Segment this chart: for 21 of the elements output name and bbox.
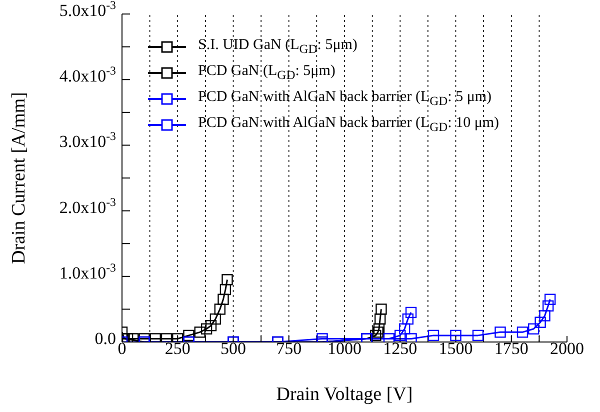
x-tick-label: 1500 xyxy=(438,339,473,358)
legend-label: PCD GaN (L$_{GD}$: 5μm) xyxy=(198,62,336,84)
x-tick-label: 1250 xyxy=(383,339,418,358)
y-tick-label: 2.0x10$^{-3}$ xyxy=(59,194,116,217)
y-tick-label: 0.0 xyxy=(94,329,116,348)
y-tick-label: 5.0x10$^{-3}$ xyxy=(59,0,116,20)
y-tick-label: 3.0x10$^{-3}$ xyxy=(59,129,116,152)
x-tick-label: 500 xyxy=(220,339,246,358)
x-tick-label: 750 xyxy=(276,339,302,358)
x-tick-label: 1750 xyxy=(494,339,528,358)
x-tick-label: 2000 xyxy=(550,339,584,358)
x-tick-label: 1000 xyxy=(328,339,362,358)
x-tick-label: 250 xyxy=(164,339,190,358)
y-tick-label: 4.0x10$^{-3}$ xyxy=(59,64,116,86)
legend-label: PCD GaN with AlGaN back barrier (L$_{GD}$: 10 μm) xyxy=(198,114,500,136)
legend-label: S.I. UID GaN (L$_{GD}$: 5μm) xyxy=(198,36,358,58)
y-tick-label: 1.0x10$^{-3}$ xyxy=(59,260,116,282)
legend-label: PCD GaN with AlGaN back barrier (L$_{GD}$: 5 μm) xyxy=(198,88,492,110)
x-tick-label: 0 xyxy=(118,339,126,358)
x-axis-title: Drain Voltage [V] xyxy=(276,384,413,405)
y-axis-title: Drain Current [A/mm] xyxy=(8,92,30,264)
